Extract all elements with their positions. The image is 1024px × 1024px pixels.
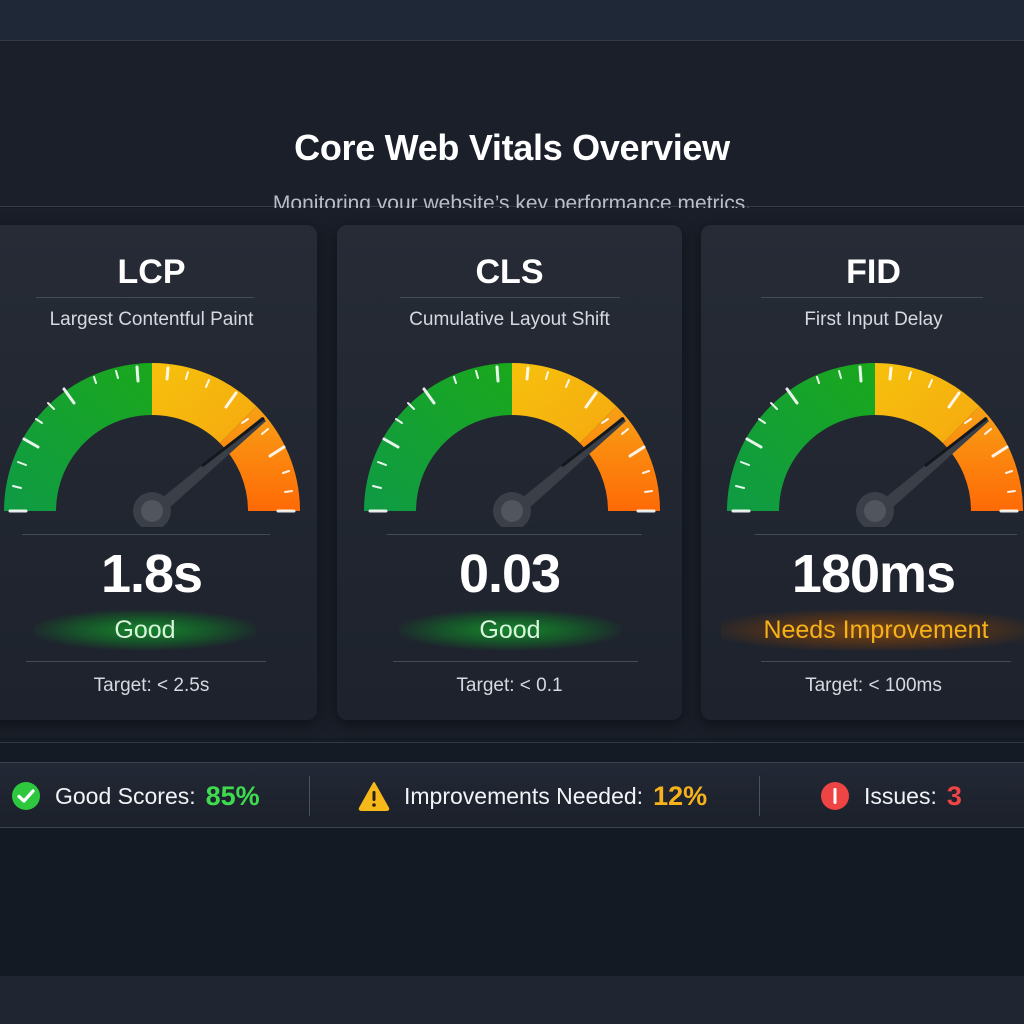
divider — [36, 297, 254, 298]
summary-improvements-needed: Improvements Needed: 12% — [358, 763, 707, 829]
metric-card-fid[interactable]: FID First Input Delay 180ms Needs Improv… — [701, 225, 1024, 720]
gauge-icon — [2, 361, 302, 527]
divider — [387, 534, 642, 535]
status-badge: Needs Improvement — [721, 610, 1024, 650]
divider — [22, 534, 270, 535]
summary-issues-value: 3 — [946, 780, 962, 811]
summary-bar: Good Scores: 85% Improvements Needed: 12… — [0, 762, 1024, 828]
summary-issues: Issues: 3 — [820, 763, 962, 829]
metric-abbr: CLS — [475, 253, 544, 291]
divider — [393, 661, 638, 662]
divider — [761, 297, 983, 298]
bottom-strip — [0, 976, 1024, 1024]
gauge-icon — [725, 361, 1024, 527]
error-circle-icon — [820, 781, 850, 811]
status-badge: Good — [34, 610, 256, 650]
metric-target: Target: < 2.5s — [93, 675, 210, 696]
summary-good-scores: Good Scores: 85% — [11, 763, 260, 829]
divider — [755, 534, 1017, 535]
metric-target: Target: < 100ms — [805, 675, 942, 696]
divider — [0, 742, 1024, 743]
divider — [759, 776, 760, 816]
metric-value: 1.8s — [100, 544, 203, 604]
divider — [26, 661, 266, 662]
summary-good-value: 85% — [205, 780, 260, 811]
metric-name: Cumulative Layout Shift — [409, 309, 610, 330]
metric-name: First Input Delay — [804, 309, 943, 330]
footer-area — [0, 829, 1024, 976]
metric-abbr: LCP — [117, 253, 186, 291]
top-strip — [0, 0, 1024, 41]
metric-abbr: FID — [846, 253, 901, 291]
summary-improvements-label: Improvements Needed: — [404, 782, 644, 809]
metric-name: Largest Contentful Paint — [49, 309, 254, 330]
summary-improvements-value: 12% — [653, 780, 708, 811]
check-circle-icon — [11, 781, 41, 811]
divider — [400, 297, 620, 298]
page-header: Core Web Vitals Overview Monitoring your… — [0, 41, 1024, 215]
gauge-icon — [362, 361, 662, 527]
summary-issues-label: Issues: — [864, 782, 937, 809]
metric-target: Target: < 0.1 — [456, 675, 563, 696]
metric-card-cls[interactable]: CLS Cumulative Layout Shift 0.03 Good Ta… — [337, 225, 682, 720]
page-title: Core Web Vitals Overview — [294, 127, 730, 168]
metric-value: 0.03 — [458, 544, 561, 604]
metric-value: 180ms — [791, 544, 956, 604]
divider — [761, 661, 1011, 662]
status-badge: Good — [399, 610, 621, 650]
summary-good-label: Good Scores: — [55, 782, 196, 809]
warning-triangle-icon — [358, 781, 390, 811]
metric-card-lcp[interactable]: LCP Largest Contentful Paint 1.8s Good T… — [0, 225, 317, 720]
divider — [309, 776, 310, 816]
